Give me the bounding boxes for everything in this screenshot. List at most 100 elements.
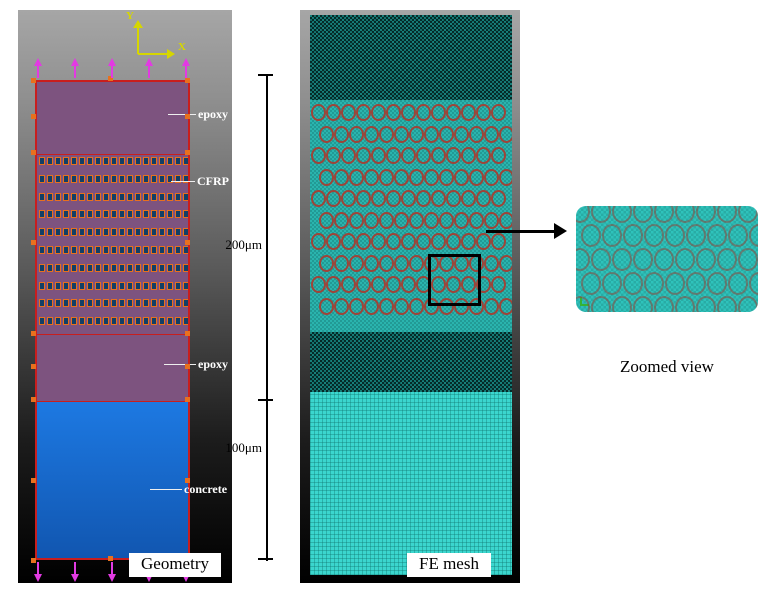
zoomed-fiber-circle <box>685 272 706 295</box>
cfrp-layer <box>37 154 188 335</box>
cfrp-fiber-square <box>55 228 61 237</box>
fiber-circle <box>326 276 341 293</box>
cfrp-fiber-square <box>111 210 117 219</box>
fiber-circle <box>461 233 476 250</box>
cfrp-fiber-square <box>167 192 173 201</box>
cfrp-fiber-square <box>135 299 141 308</box>
cfrp-fiber-square <box>167 263 173 272</box>
fiber-circle <box>431 190 446 207</box>
cfrp-fiber-square <box>111 174 117 183</box>
cfrp-fiber-square <box>103 281 109 290</box>
cfrp-fiber-square <box>87 246 93 254</box>
fiber-circle <box>423 168 439 186</box>
cfrp-fiber-square <box>71 317 77 326</box>
cfrp-fiber-square <box>167 228 173 237</box>
cfrp-fiber-square <box>183 246 188 254</box>
cfrp-fiber-square <box>87 281 93 290</box>
zoomed-fiber-circle <box>580 272 601 295</box>
zoomed-fiber-circle <box>727 224 748 247</box>
cfrp-fiber-square <box>63 299 69 308</box>
cfrp-fiber-square <box>95 299 101 308</box>
fiber-circle <box>431 233 446 250</box>
fiber-circle <box>371 233 386 250</box>
load-arrow-up-shaft <box>74 66 76 78</box>
cfrp-fiber-square <box>47 299 53 308</box>
fiber-circle <box>453 168 469 186</box>
cfrp-fiber-square <box>127 174 133 183</box>
cfrp-fiber-square <box>175 281 181 290</box>
cfrp-fiber-square <box>143 299 149 308</box>
cfrp-fiber-square <box>135 263 141 272</box>
fiber-circle <box>341 276 356 293</box>
fiber-circle <box>401 147 416 164</box>
cfrp-fiber-square <box>39 299 45 308</box>
cfrp-fiber-square <box>63 210 69 219</box>
dimension-tick <box>258 74 273 76</box>
cfrp-fiber-square <box>159 210 165 219</box>
fiber-circle <box>408 254 424 272</box>
fiber-circle <box>491 276 506 293</box>
cfrp-fiber-square <box>63 263 69 272</box>
cfrp-fiber-square <box>55 281 61 290</box>
zoomed-fiber-circle <box>633 248 653 271</box>
fiber-circle <box>341 147 356 164</box>
fiber-circle <box>401 104 416 121</box>
zoomed-fiber-circle <box>717 248 737 271</box>
cfrp-fiber-square <box>127 157 133 165</box>
fiber-circle <box>498 254 512 272</box>
cfrp-fiber-square <box>111 317 117 326</box>
leader-line <box>171 181 195 182</box>
fiber-circle <box>363 168 379 186</box>
fiber-circle <box>318 211 334 229</box>
fiber-circle <box>408 297 424 315</box>
cfrp-fiber-square <box>183 317 188 326</box>
fiber-mesh-region <box>310 100 512 332</box>
zoomed-fiber-circle <box>706 272 727 295</box>
cfrp-fiber-square <box>167 246 173 254</box>
cfrp-fiber-square <box>135 157 141 165</box>
cfrp-fiber-square <box>95 246 101 254</box>
zoom-arrow-line <box>486 230 556 233</box>
fiber-circle <box>461 276 476 293</box>
cfrp-fiber-square <box>143 192 149 201</box>
fiber-circle <box>326 190 341 207</box>
fiber-circle <box>476 147 491 164</box>
mesh-seed-square <box>185 331 190 336</box>
zoomed-fiber-circle <box>717 206 737 223</box>
fiber-circle <box>498 125 512 143</box>
zoomed-fiber-circle <box>727 272 748 295</box>
cfrp-fiber-square <box>79 299 85 308</box>
zoomed-fiber-circle <box>748 224 758 247</box>
cfrp-fiber-square <box>103 157 109 165</box>
fiber-circle <box>453 125 469 143</box>
cfrp-fiber-square <box>111 228 117 237</box>
cfrp-fiber-square <box>55 299 61 308</box>
cfrp-fiber-square <box>63 228 69 237</box>
fiber-circle <box>311 104 326 121</box>
fiber-circle <box>438 125 454 143</box>
zoomed-fiber-circle <box>717 296 737 312</box>
fiber-circle <box>333 125 349 143</box>
mesh-seed-square <box>31 478 36 483</box>
load-arrow-up-shaft <box>111 66 113 78</box>
fiber-circle <box>341 233 356 250</box>
fiber-circle <box>416 233 431 250</box>
mesh-seed-square <box>185 240 190 245</box>
fiber-circle <box>371 104 386 121</box>
cfrp-fiber-square <box>167 210 173 219</box>
cfrp-fiber-square <box>95 210 101 219</box>
cfrp-fiber-square <box>103 317 109 326</box>
fiber-circle <box>416 104 431 121</box>
fiber-circle <box>461 190 476 207</box>
load-arrow-up-icon <box>108 58 116 66</box>
cfrp-fiber-square <box>63 174 69 183</box>
cfrp-fiber-square <box>175 192 181 201</box>
cfrp-fiber-square <box>183 174 188 183</box>
cfrp-fiber-square <box>103 299 109 308</box>
fiber-circle <box>483 254 499 272</box>
fiber-circle <box>438 168 454 186</box>
mesh-seed-square <box>185 150 190 155</box>
cfrp-fiber-square <box>47 281 53 290</box>
y-axis-label: Y <box>126 10 134 22</box>
fiber-circle <box>408 125 424 143</box>
